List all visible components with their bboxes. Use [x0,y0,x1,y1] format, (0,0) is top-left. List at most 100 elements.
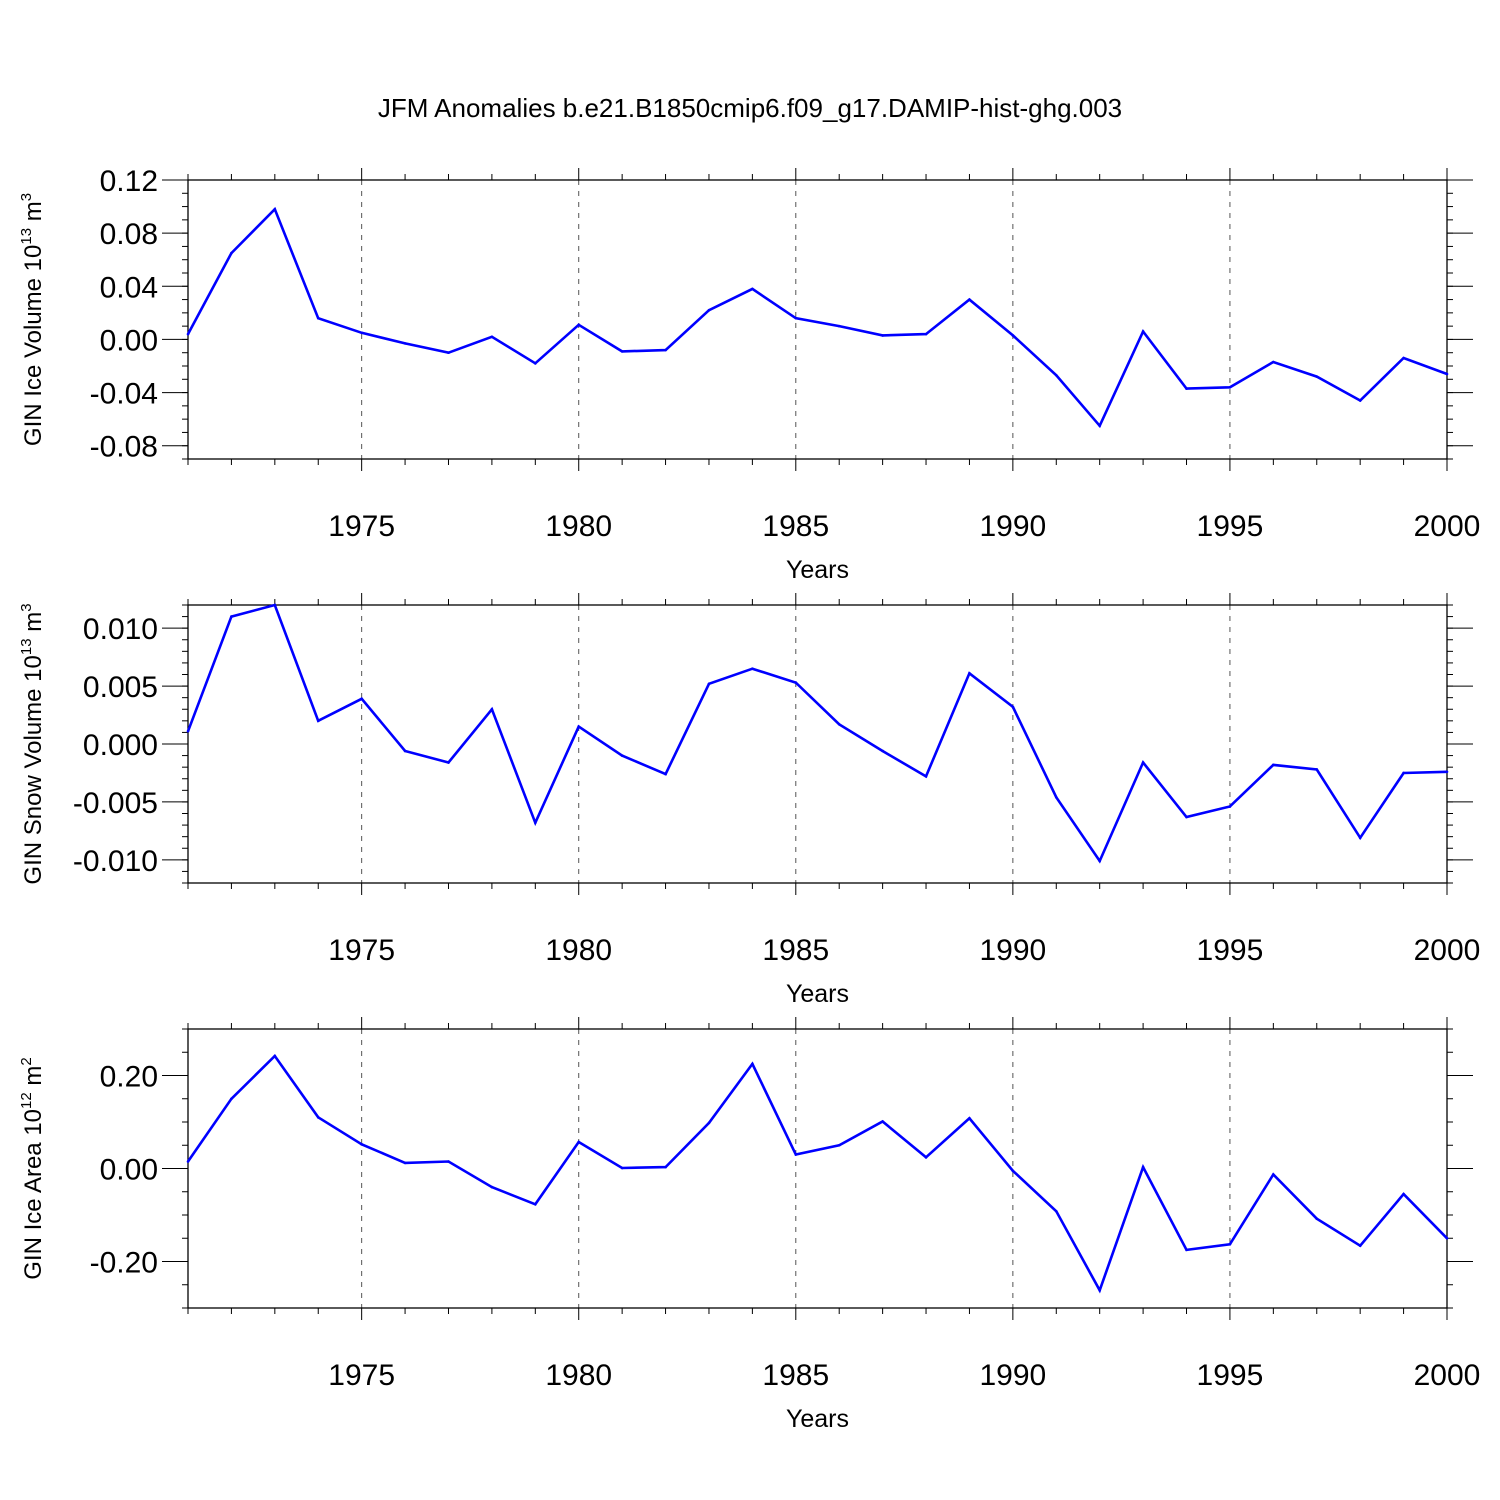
data-point [186,332,190,336]
data-point [837,1143,841,1147]
data-point [707,1121,711,1125]
data-point [1054,795,1058,799]
data-point [924,332,928,336]
y-tick-label: 0.00 [100,1154,158,1187]
data-point [1185,1248,1188,1252]
data-point [273,1054,277,1058]
data-point [360,697,363,701]
x-tick-label: 2000 [1414,510,1481,543]
data-point [837,324,841,328]
series-line [186,206,1448,429]
data-point [1141,1165,1145,1169]
x-tick-label: 1975 [328,934,395,967]
data-point [1358,399,1362,402]
data-point [1228,805,1232,808]
x-tick-label: 1995 [1197,1359,1264,1392]
plot-frame [187,604,1448,884]
data-point [1098,424,1101,428]
data-point [1402,1192,1405,1196]
data-point [881,334,884,337]
y-tick-label: -0.20 [90,1247,158,1280]
data-point [1185,387,1188,390]
data-point [577,725,581,728]
panel-1: -0.08 -0.04 0.00 0.04 0.08 0.12 1975 1980 1985 19… [18,165,1480,584]
data-point [577,1140,581,1144]
data-point [273,603,277,607]
data-point [620,754,624,757]
data-point [968,1116,971,1120]
x-tick-label: 2000 [1414,1359,1481,1392]
data-point [447,351,450,355]
y-tick-label: 0.00 [100,324,158,357]
data-point [1141,761,1145,764]
y-axis-label: GIN Ice Volume 1013 m3 [18,193,47,446]
data-point [1098,1289,1101,1292]
x-tick-label: 1980 [545,934,612,967]
data-point [1228,385,1232,389]
data-point [360,331,363,335]
data-point [534,821,537,825]
data-point [316,1116,320,1119]
data-point [1445,770,1449,774]
data-point [751,1062,754,1066]
data-point [230,615,233,618]
plot-frame [187,1028,1448,1309]
data-point [1445,372,1449,376]
data-point [1011,1169,1015,1173]
x-axis-label: Years [786,556,849,584]
y-tick-label: 0.20 [100,1061,158,1094]
y-tick-label: 0.12 [100,165,158,198]
data-point [577,323,581,327]
y-tick-label: 0.000 [83,729,158,762]
y-tick-label: -0.005 [73,787,158,820]
data-point [403,1161,407,1165]
data-point [837,723,841,726]
data-point [1272,1173,1275,1176]
data-point [360,1143,363,1146]
x-axis-label: Years [786,1405,849,1433]
x-tick-label: 2000 [1414,934,1481,967]
data-point [751,667,754,671]
y-tick-label: 0.08 [100,218,158,251]
data-point [664,772,667,776]
data-point [490,335,494,339]
data-point [881,749,884,753]
data-point [490,707,494,711]
data-point [1402,771,1405,775]
data-point [968,298,971,301]
x-tick-label: 1995 [1197,934,1264,967]
data-point [707,682,711,686]
data-point [230,251,233,255]
panel-3: -0.20 0.00 0.20 1975 1980 1985 1990 1995 2000 Yea… [18,1017,1480,1433]
x-tick-label: 1990 [979,510,1046,543]
data-point [403,749,407,753]
data-point [316,719,320,723]
data-point [230,1097,233,1101]
y-tick-label: -0.04 [90,378,158,411]
data-point [534,362,537,365]
data-point [1054,374,1058,377]
data-point [1358,836,1362,840]
panel-2: -0.010 -0.005 0.000 0.005 0.010 1975 1980 1985 1… [18,593,1480,1008]
data-point [273,207,277,211]
y-tick-label: -0.010 [73,845,158,878]
data-point [1228,1242,1232,1246]
data-point [1185,815,1188,819]
x-tick-label: 1980 [545,1359,612,1392]
data-point [664,1165,667,1169]
x-tick-label: 1985 [762,510,829,543]
plot-frame [187,179,1448,460]
data-point [620,1166,624,1170]
data-point [1315,768,1319,771]
data-point [794,681,798,684]
data-point [707,308,711,312]
x-tick-label: 1975 [328,510,395,543]
x-tick-label: 1985 [762,1359,829,1392]
data-point [1054,1209,1058,1213]
data-point [1402,356,1405,360]
data-point [794,316,798,320]
x-tick-label: 1990 [979,934,1046,967]
data-point [1098,859,1101,863]
data-point [186,729,190,733]
